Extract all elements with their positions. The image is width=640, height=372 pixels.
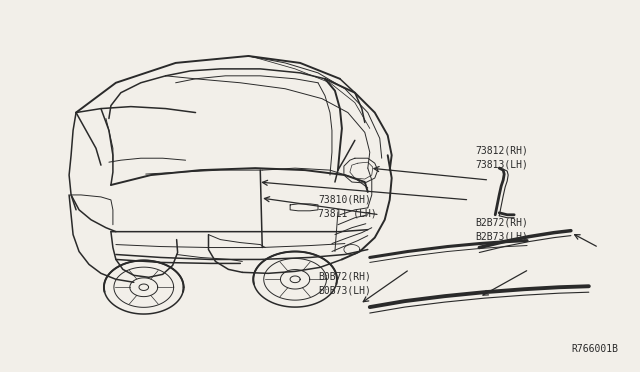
Text: R766001B: R766001B <box>572 344 619 354</box>
Text: 73812(RH)
73813(LH): 73812(RH) 73813(LH) <box>476 145 528 169</box>
Text: B2B72(RH)
B2B73(LH): B2B72(RH) B2B73(LH) <box>476 218 528 242</box>
Text: B0B72(RH)
B0B73(LH): B0B72(RH) B0B73(LH) <box>318 271 371 295</box>
Text: 73810(RH)
73811 (LH): 73810(RH) 73811 (LH) <box>318 195 377 219</box>
